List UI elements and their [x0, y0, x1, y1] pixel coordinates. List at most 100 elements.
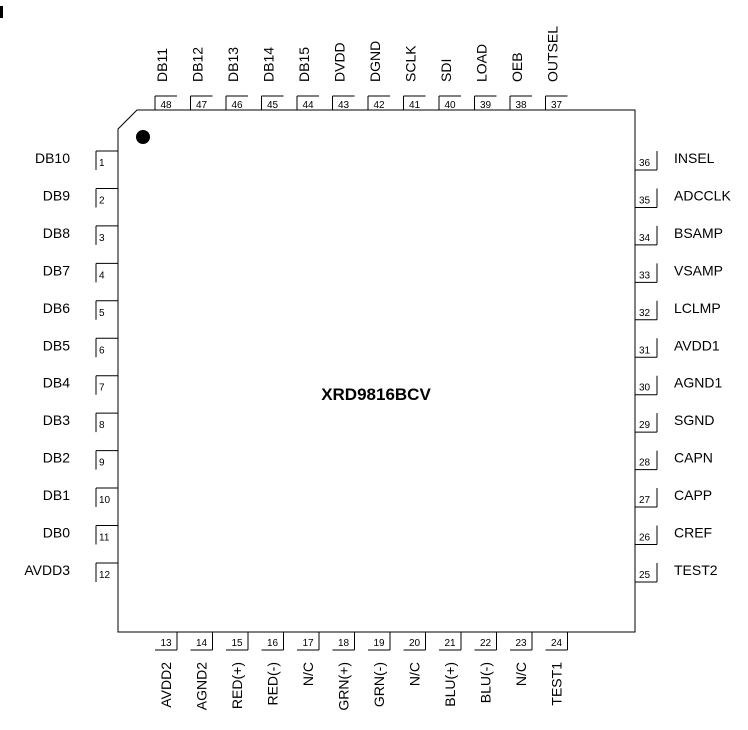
pin-box	[95, 375, 118, 395]
pin-top-40: 40 SDI	[438, 59, 461, 111]
pin-number: 34	[639, 233, 651, 244]
pin-number: 38	[515, 100, 527, 111]
pin-left-12: 12 AVDD3	[24, 562, 118, 582]
pin-number: 36	[639, 158, 651, 169]
pin-left-5: 5 DB6	[43, 300, 118, 320]
pin-box	[635, 151, 658, 171]
pin-left-3: 3 DB8	[43, 225, 118, 245]
pin-number: 31	[639, 345, 651, 356]
pin-number: 25	[639, 570, 651, 581]
pin-label: DB12	[190, 47, 206, 82]
pin-box	[190, 632, 213, 651]
pin-label: DB1	[43, 487, 70, 503]
pin-box	[635, 413, 658, 433]
pin-box	[509, 95, 532, 110]
pin-top-48: 48 DB11	[154, 48, 177, 111]
pin-bottom-23: 23 N/C	[510, 632, 533, 686]
pin-number: 48	[160, 100, 172, 111]
pin-right-28: 28 CAPN	[635, 450, 713, 471]
pin-box	[635, 188, 658, 208]
pin-label: AVDD2	[158, 662, 174, 708]
pin-number: 28	[639, 458, 651, 469]
pin-box	[635, 263, 658, 283]
pin-label: DB15	[296, 47, 312, 82]
pin-label: GRN(+)	[336, 662, 352, 711]
pin-label: SGND	[674, 412, 714, 428]
pin-number: 40	[444, 100, 456, 111]
pin-top-42: 42 DGND	[367, 41, 390, 111]
pin-label: RED(-)	[265, 662, 281, 706]
pin-number: 27	[639, 495, 651, 506]
pin-box	[635, 525, 658, 545]
pin-number: 18	[338, 638, 350, 649]
pin-box	[190, 95, 213, 110]
pin-number: 13	[160, 638, 172, 649]
pin-bottom-14: 14 AGND2	[190, 632, 213, 710]
pin-bottom-13: 13 AVDD2	[155, 632, 178, 708]
pin-box	[95, 487, 118, 508]
pin-label: AVDD1	[674, 337, 720, 353]
pin-top-43: 43 DVDD	[332, 42, 355, 111]
pin-label: TEST2	[674, 562, 718, 578]
pin-box	[95, 525, 118, 545]
pin-left-10: 10 DB1	[43, 487, 118, 508]
pins-group: 1 DB10 2 DB9 3 DB8 4 DB7 5 DB6 6 DB5 7 DB4 8 DB3 9 DB2 10 D…	[24, 26, 731, 711]
pin-top-44: 44 DB15	[296, 47, 319, 111]
pin-number: 7	[99, 383, 105, 394]
pin-label: DB5	[43, 337, 70, 353]
pin-label: RED(+)	[229, 662, 245, 709]
pin-label: DB8	[43, 225, 70, 241]
pin-label: N/C	[300, 662, 316, 686]
pin-box	[296, 95, 319, 110]
pin-box	[439, 632, 462, 651]
pin-right-36: 36 INSEL	[635, 150, 715, 171]
pin-number: 2	[99, 195, 105, 206]
pin-top-47: 47 DB12	[190, 47, 213, 111]
pin-number: 15	[231, 638, 243, 649]
pin-box	[95, 187, 118, 208]
pin-label: BLU(-)	[478, 662, 494, 703]
pin-number: 5	[99, 308, 105, 319]
pin-label: DB6	[43, 300, 70, 316]
pin-box	[474, 95, 497, 110]
pin-bottom-18: 18 GRN(+)	[332, 632, 355, 711]
pin-left-2: 2 DB9	[43, 187, 118, 208]
pin-number: 43	[338, 100, 350, 111]
pin-box	[635, 225, 658, 246]
pin-box	[95, 450, 118, 470]
pin-number: 19	[373, 638, 385, 649]
pin-label: TEST1	[549, 662, 565, 706]
pin-box	[297, 632, 320, 651]
pin-right-35: 35 ADCCLK	[635, 187, 731, 208]
pin-label: DB2	[43, 450, 70, 466]
pin-label: CAPN	[674, 450, 713, 466]
pin-number: 23	[515, 638, 527, 649]
pin-label: AGND1	[674, 375, 722, 391]
pin-number: 30	[639, 383, 651, 394]
pin-number: 1	[99, 158, 105, 169]
pin-number: 9	[99, 458, 105, 469]
pin-left-1: 1 DB10	[35, 150, 118, 170]
pin-number: 41	[409, 100, 421, 111]
chip-part-number: XRD9816BCV	[321, 385, 431, 404]
pin-label: OEB	[509, 52, 525, 82]
pin-label: INSEL	[674, 150, 715, 166]
pin-number: 33	[639, 270, 651, 281]
pin-label: DB14	[261, 47, 277, 82]
pin-box	[474, 632, 497, 651]
pin-number: 16	[267, 638, 279, 649]
pin-label: DB3	[43, 412, 70, 428]
pin-number: 21	[444, 638, 456, 649]
pin-box	[95, 225, 118, 245]
pin-box	[510, 632, 533, 651]
pin-box	[226, 632, 249, 651]
pin-label: N/C	[513, 662, 529, 686]
pin-box	[635, 488, 658, 508]
pin-number: 46	[231, 100, 243, 111]
pin-box	[545, 632, 568, 651]
pin-label: OUTSEL	[545, 26, 561, 82]
pin-box	[635, 375, 658, 396]
pin-number: 29	[639, 420, 651, 431]
pin-bottom-22: 22 BLU(-)	[474, 632, 497, 703]
pin-box	[403, 95, 426, 110]
